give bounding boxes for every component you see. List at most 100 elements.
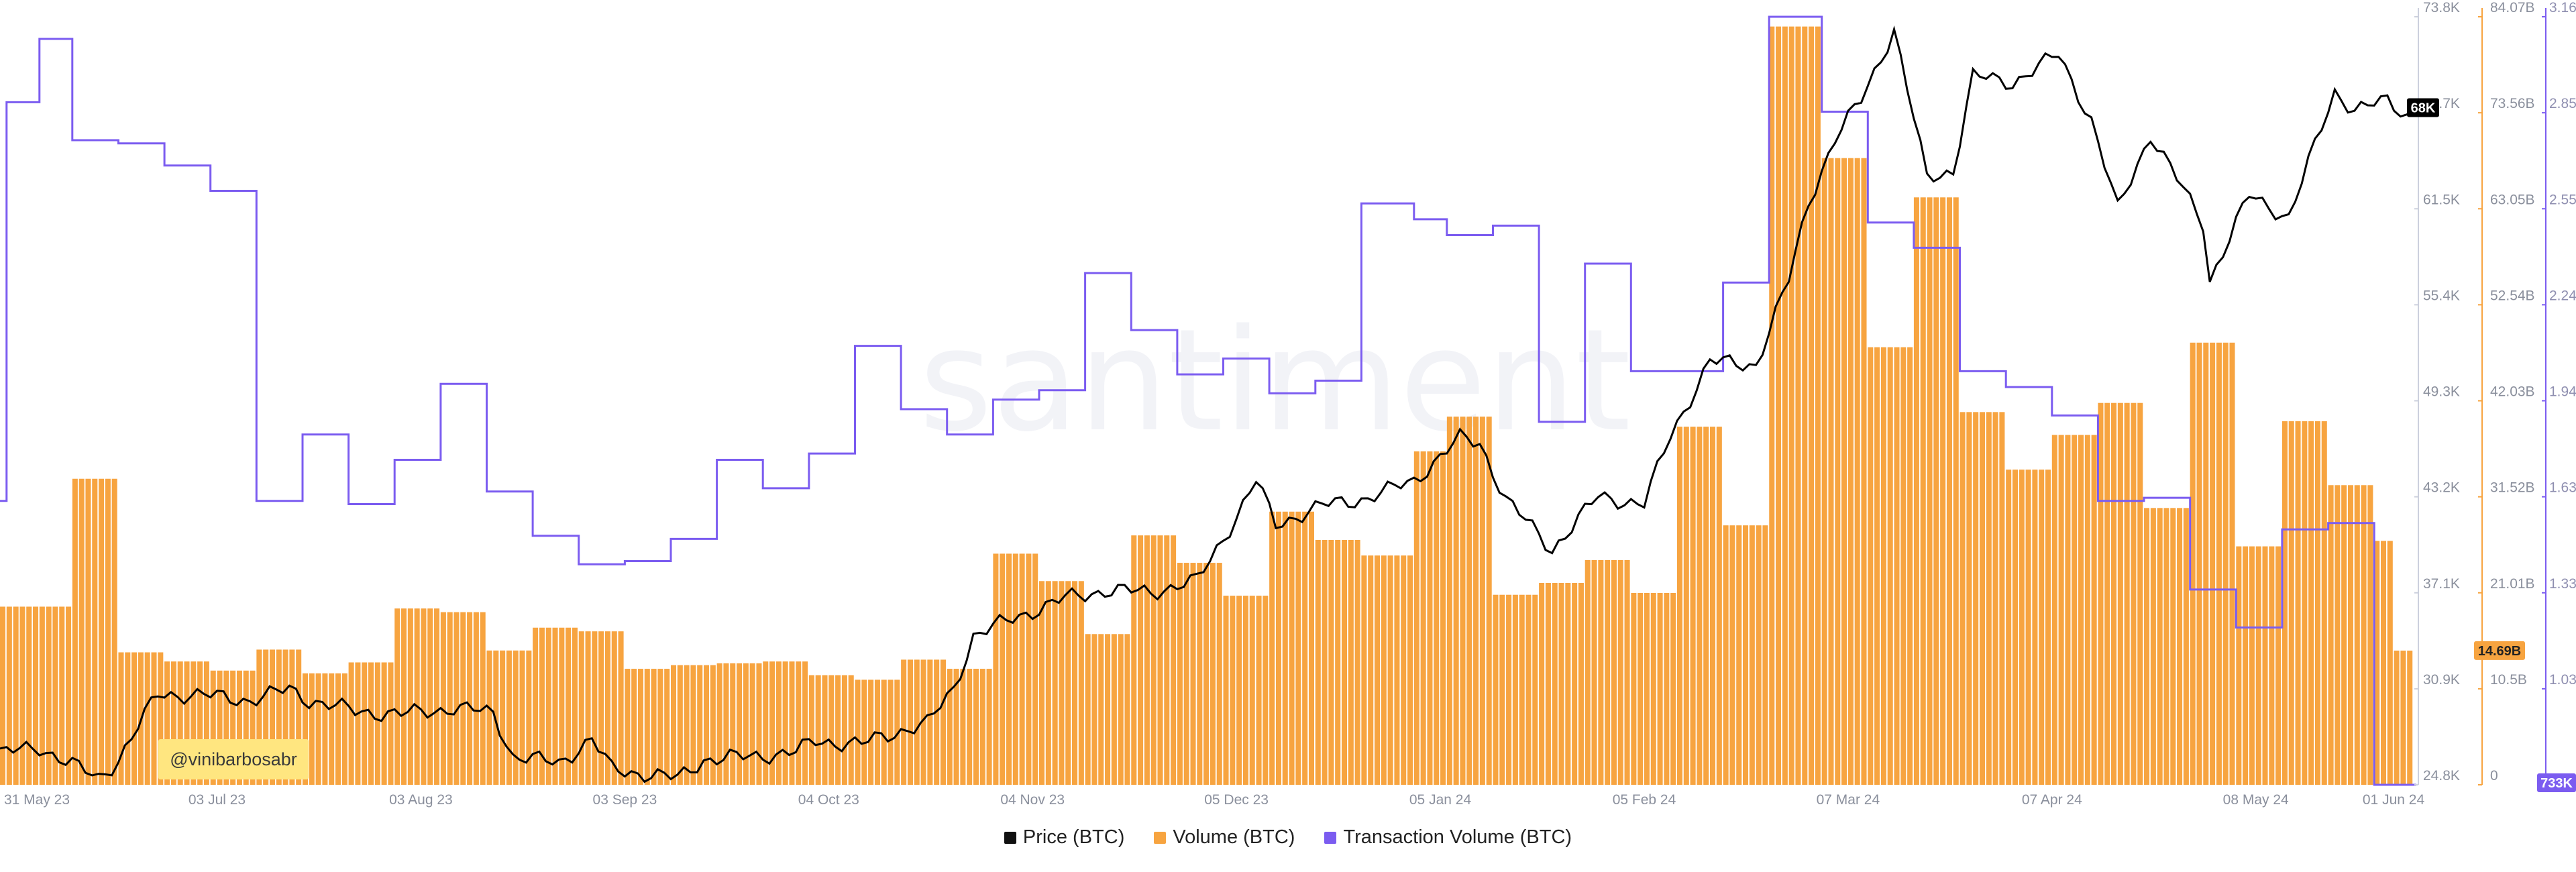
volume-axis-tick: 52.54B (2490, 288, 2535, 303)
volume-bar (756, 663, 762, 785)
volume-bar (631, 669, 637, 785)
volume-bar (1091, 634, 1097, 785)
volume-bar (1078, 581, 1084, 785)
volume-bar (1617, 559, 1623, 785)
tx-axis-tick: 1.03M (2549, 672, 2576, 688)
volume-bar (1039, 581, 1045, 785)
legend-item-transaction-volume[interactable]: Transaction Volume (BTC) (1324, 826, 1572, 849)
volume-bar (796, 661, 802, 785)
price-value-badge-text: 68K (2411, 101, 2436, 116)
volume-bar (2183, 508, 2189, 785)
x-axis-tick: 05 Dec 23 (1204, 792, 1269, 808)
volume-bar (2012, 470, 2019, 785)
volume-bar (118, 652, 124, 785)
volume-bar (1118, 634, 1124, 785)
volume-bar (309, 673, 315, 785)
volume-axis-tick: 10.5B (2490, 672, 2527, 688)
volume-bar (855, 679, 861, 785)
volume-bar (1854, 158, 1860, 785)
volume-bar (2084, 435, 2090, 785)
volume-bar (670, 665, 677, 785)
volume-bar (1795, 26, 1801, 785)
volume-bar (230, 670, 236, 785)
legend-item-price[interactable]: Price (BTC) (1004, 826, 1124, 849)
volume-bar (723, 663, 729, 785)
legend-label-volume: Volume (BTC) (1173, 826, 1295, 848)
volume-bar (170, 661, 176, 785)
volume-bar (993, 553, 999, 785)
volume-bar (940, 659, 946, 785)
volume-bar (986, 669, 992, 785)
volume-bar (1368, 555, 1374, 785)
volume-bar (85, 478, 91, 785)
volume-bar (1249, 596, 1255, 785)
volume-bar (203, 661, 209, 785)
volume-bar (1847, 158, 1854, 785)
volume-bar (1861, 158, 1867, 785)
volume-bar (651, 669, 657, 785)
volume-bar (2131, 402, 2137, 785)
volume-bar (1572, 583, 1578, 785)
volume-bar (2117, 402, 2123, 785)
price-axis-tick: 49.3K (2423, 384, 2460, 400)
x-axis-ticks: 31 May 23 03 Jul 23 03 Aug 23 03 Sep 23 04 O… (4, 792, 2424, 808)
volume-bar (1650, 592, 1656, 785)
volume-bar (26, 606, 32, 785)
volume-bar (2321, 421, 2327, 785)
volume-bar (2400, 650, 2406, 785)
volume-bar (223, 670, 229, 785)
legend-label-price: Price (BTC) (1022, 826, 1125, 848)
volume-bar (1578, 583, 1584, 785)
volume-bar (302, 673, 309, 785)
transaction-volume-line (0, 15, 2416, 786)
volume-bar (592, 631, 598, 785)
volume-bar (1624, 559, 1630, 785)
x-axis-tick: 03 Aug 23 (389, 792, 453, 808)
volume-bar (2025, 470, 2031, 785)
volume-bar (1690, 427, 1696, 785)
volume-bar (78, 478, 85, 785)
volume-bar (394, 608, 400, 785)
volume-bar (243, 670, 249, 785)
volume-bar (1868, 347, 1874, 785)
volume-bar (92, 478, 98, 785)
volume-bar (1749, 525, 1755, 785)
volume-bar (355, 662, 361, 785)
volume-axis-tick: 31.52B (2490, 480, 2535, 496)
volume-bar (664, 669, 670, 785)
volume-bar (1446, 417, 1452, 785)
volume-bar (322, 673, 328, 785)
volume-bar (13, 606, 19, 785)
volume-bar (1032, 553, 1038, 785)
volume-bar (2163, 508, 2169, 785)
volume-bar (710, 665, 716, 785)
volume-bar (888, 679, 894, 785)
volume-bar (604, 631, 610, 785)
volume-axis-tick: 0 (2490, 768, 2498, 783)
volume-bar (684, 665, 690, 785)
volume-bar (914, 659, 920, 785)
volume-bar (2098, 402, 2104, 785)
volume-bar (2051, 435, 2057, 785)
volume-bar (1657, 592, 1663, 785)
volume-bar (578, 631, 584, 785)
price-value-badge (2407, 98, 2439, 117)
volume-bar (1611, 559, 1617, 785)
volume-bar (125, 652, 131, 785)
volume-bar (2328, 485, 2334, 785)
legend-swatch-price (1004, 831, 1016, 844)
volume-bar (1413, 451, 1419, 785)
x-axis-tick: 03 Sep 23 (593, 792, 657, 808)
volume-bar (1933, 197, 1939, 785)
legend-item-volume[interactable]: Volume (BTC) (1154, 826, 1295, 849)
volume-bar (2361, 485, 2367, 785)
volume-bar (2150, 508, 2156, 785)
volume-bar (1012, 553, 1018, 785)
volume-bar (808, 675, 814, 785)
volume-bar (947, 669, 953, 785)
volume-bar (1894, 347, 1900, 785)
volume-bar (2170, 508, 2176, 785)
volume-bar (934, 659, 940, 785)
volume-bar (2104, 402, 2110, 785)
volume-bar (447, 612, 453, 785)
